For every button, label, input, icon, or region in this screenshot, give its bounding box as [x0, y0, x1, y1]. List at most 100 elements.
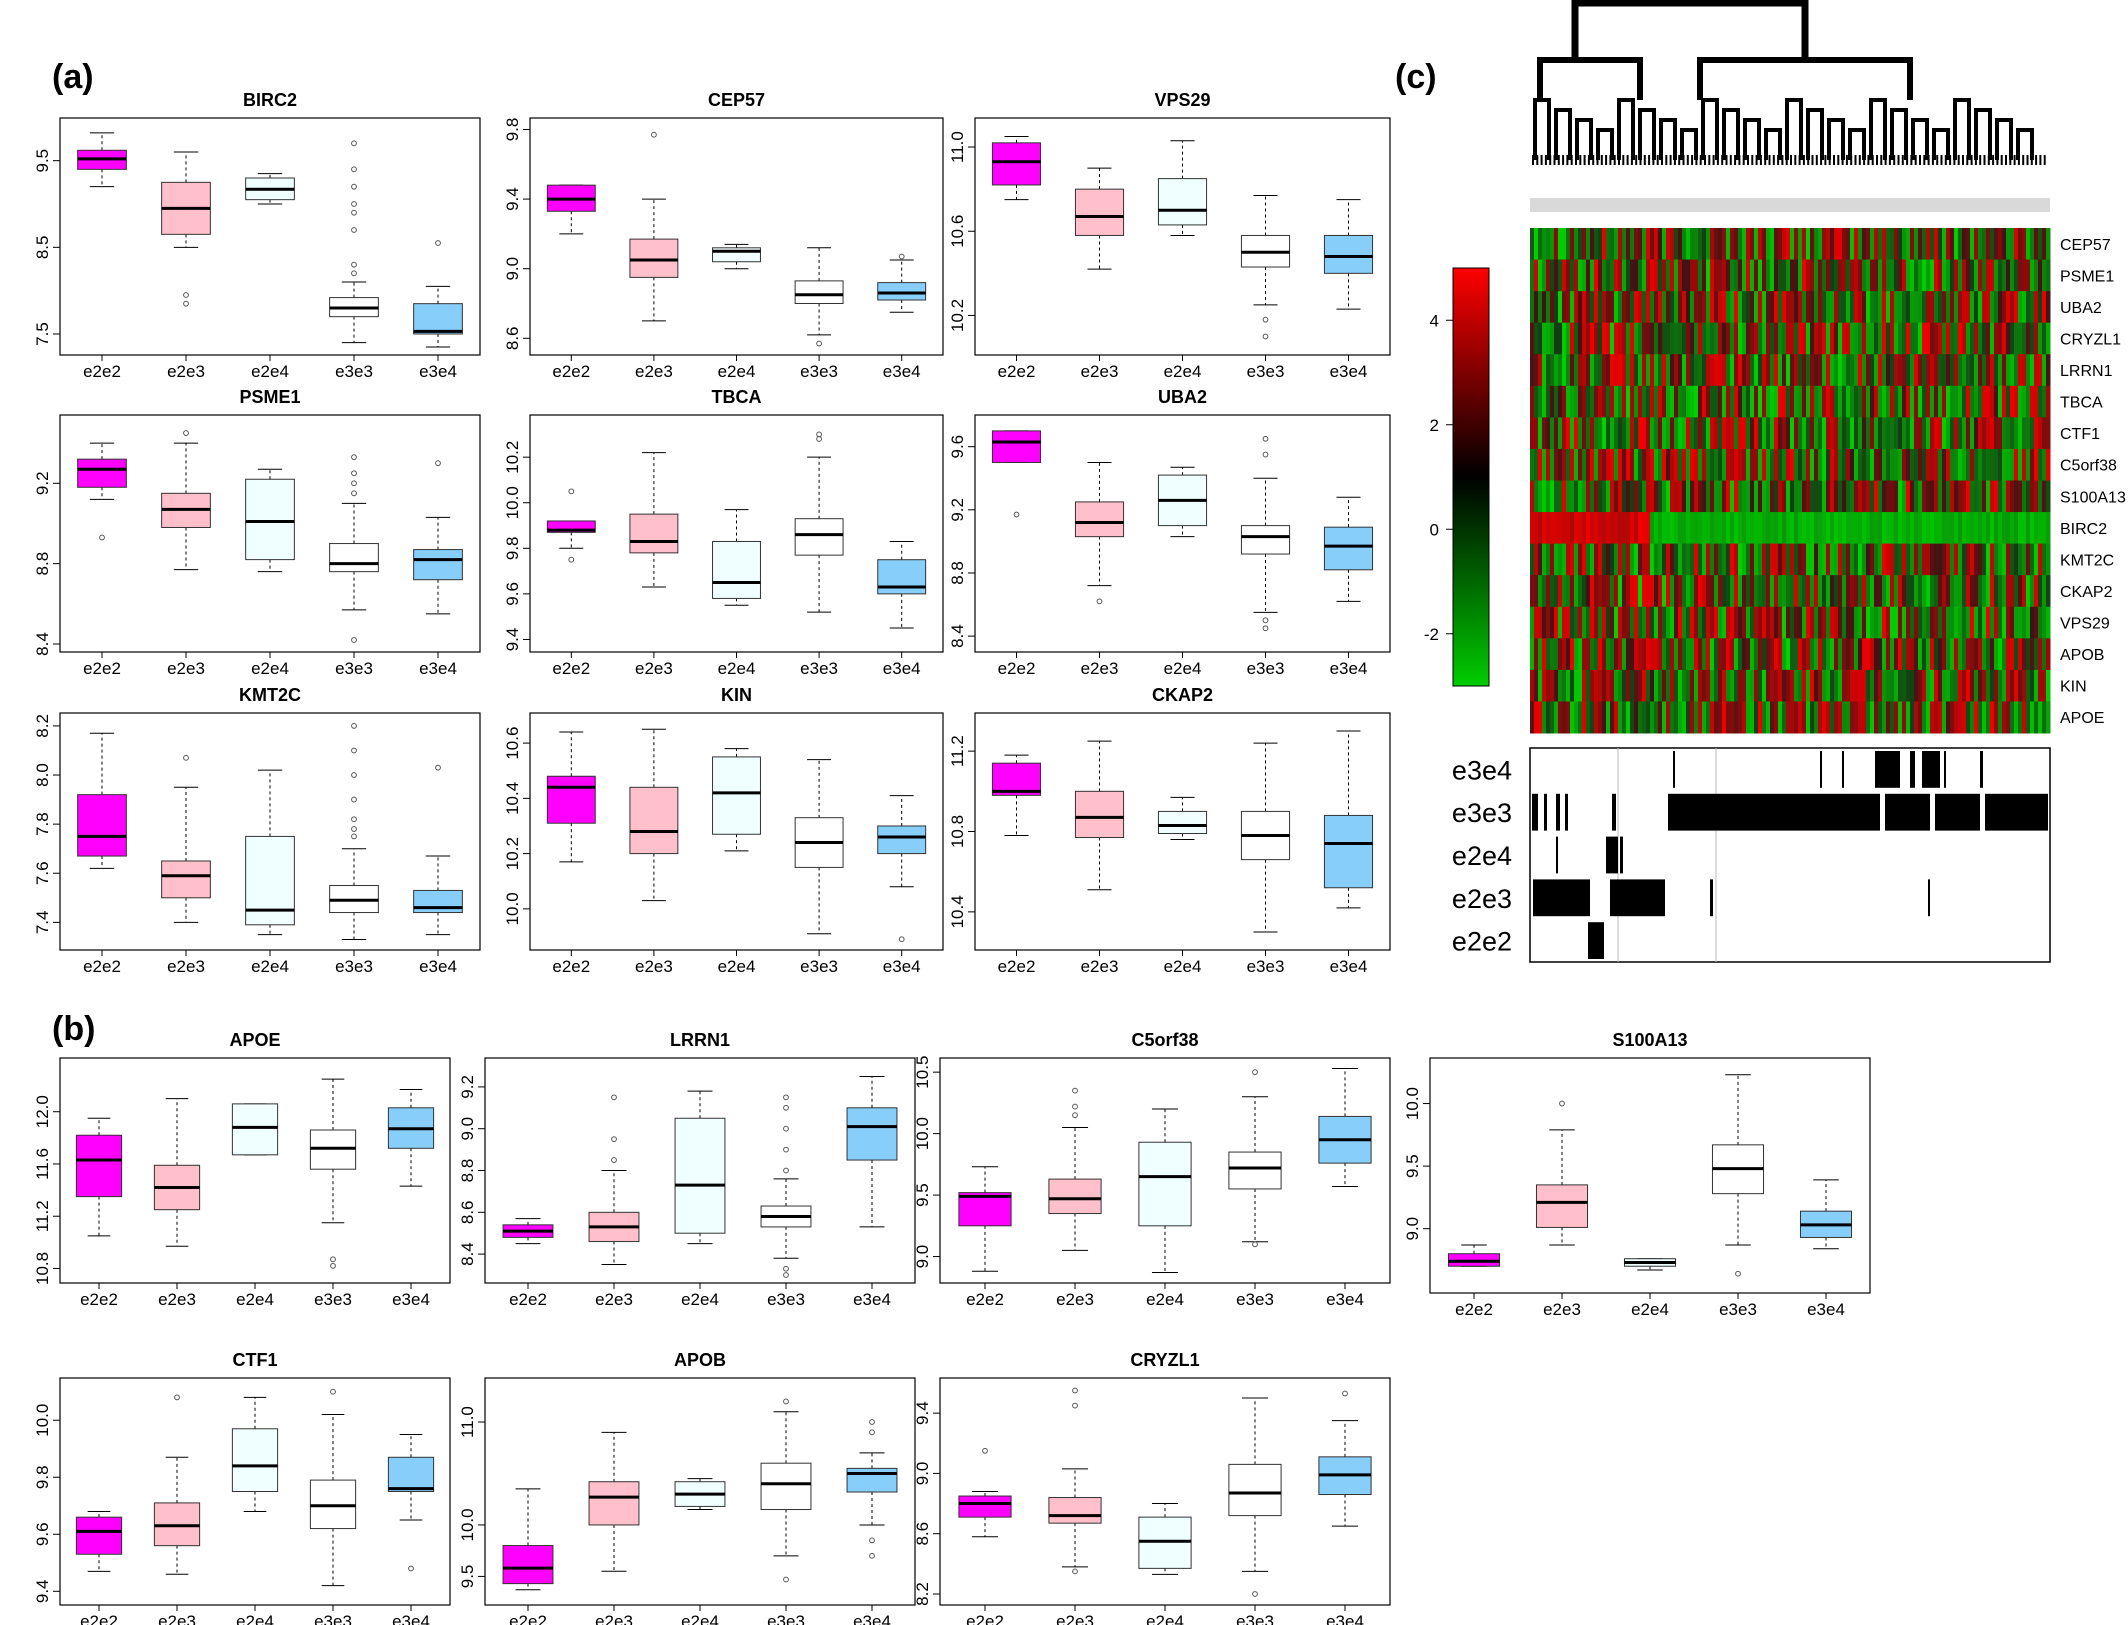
heatmap-cell — [1966, 669, 1971, 702]
heatmap-cell — [1726, 480, 1731, 513]
heatmap-cell — [1534, 701, 1539, 734]
heatmap-cell — [1926, 228, 1931, 261]
heatmap-cell — [1902, 291, 1907, 324]
y-tick-label: 9.8 — [503, 118, 522, 142]
heatmap-cell — [1902, 512, 1907, 545]
heatmap-cell — [2030, 701, 2035, 734]
heatmap-cell — [1622, 669, 1627, 702]
heatmap-cell — [1894, 228, 1899, 261]
heatmap-cell — [1958, 480, 1963, 513]
heatmap-cell — [1578, 543, 1583, 576]
heatmap-cell — [1898, 638, 1903, 671]
heatmap-cell — [2022, 512, 2027, 545]
heatmap-cell — [1794, 701, 1799, 734]
heatmap-cell — [1606, 259, 1611, 292]
box-iqr — [629, 786, 679, 855]
heatmap-cell — [1802, 638, 1807, 671]
heatmap-cell — [1642, 354, 1647, 387]
heatmap-cell — [1602, 228, 1607, 261]
heatmap-cell — [1934, 228, 1939, 261]
heatmap-cell — [1914, 543, 1919, 576]
heatmap-cell — [1730, 669, 1735, 702]
heatmap-cell — [1734, 669, 1739, 702]
outlier-point — [330, 1256, 336, 1263]
heatmap-cell — [1670, 291, 1675, 324]
heatmap-cell — [1878, 228, 1883, 261]
heatmap-cell — [1546, 543, 1551, 576]
heatmap-cell — [1970, 543, 1975, 576]
heatmap-cell — [1550, 638, 1555, 671]
heatmap-cell — [1918, 354, 1923, 387]
heatmap-cell — [1758, 417, 1763, 450]
heatmap-cell — [1686, 575, 1691, 608]
heatmap-cell — [1570, 385, 1575, 418]
heatmap-cell — [1986, 638, 1991, 671]
heatmap-cell — [1862, 322, 1867, 355]
heatmap-cell — [1554, 322, 1559, 355]
plot-title: APOB — [674, 1350, 726, 1370]
heatmap-cell — [1822, 354, 1827, 387]
heatmap-cell — [1566, 354, 1571, 387]
heatmap-cell — [2030, 669, 2035, 702]
heatmap-cell — [1890, 228, 1895, 261]
heatmap-cell — [1638, 259, 1643, 292]
heatmap-cell — [1842, 448, 1847, 481]
heatmap-cell — [2010, 606, 2015, 639]
heatmap-cell — [1802, 228, 1807, 261]
heatmap-cell — [1834, 480, 1839, 513]
heatmap-cell — [1782, 669, 1787, 702]
heatmap-cell — [1822, 228, 1827, 261]
heatmap-cell — [1650, 322, 1655, 355]
heatmap-cell — [1622, 575, 1627, 608]
heatmap-cell — [1818, 606, 1823, 639]
heatmap-cell — [1782, 606, 1787, 639]
heatmap-cell — [1718, 448, 1723, 481]
heatmap-cell — [1766, 322, 1771, 355]
heatmap-cell — [1790, 606, 1795, 639]
heatmap-cell — [1982, 512, 1987, 545]
heatmap-cell — [1882, 669, 1887, 702]
heatmap-cell — [1742, 543, 1747, 576]
heatmap-cell — [1886, 480, 1891, 513]
heatmap-cell — [1878, 354, 1883, 387]
heatmap-cell — [1922, 669, 1927, 702]
heatmap-cell — [2038, 448, 2043, 481]
heatmap-cell — [1718, 480, 1723, 513]
heatmap-cell — [1902, 448, 1907, 481]
heatmap-cell — [1830, 575, 1835, 608]
heatmap-cell — [1854, 417, 1859, 450]
heatmap-row-label: CTF1 — [2060, 426, 2100, 443]
heatmap-cell — [2014, 512, 2019, 545]
heatmap-cell — [1874, 701, 1879, 734]
genotype-mark — [1820, 751, 1822, 788]
heatmap-cell — [2038, 669, 2043, 702]
box-iqr — [245, 478, 295, 561]
heatmap-cell — [1530, 606, 1535, 639]
heatmap-cell — [1566, 228, 1571, 261]
outlier-point — [99, 534, 105, 541]
heatmap-cell — [1790, 291, 1795, 324]
box-iqr — [1240, 525, 1291, 555]
heatmap-cell — [1706, 480, 1711, 513]
heatmap-cell — [1886, 259, 1891, 292]
x-tick-label: e2e4 — [1164, 362, 1202, 381]
y-tick-label: 10.0 — [503, 486, 522, 519]
heatmap-cell — [1874, 543, 1879, 576]
box-e2e4: e2e4 — [245, 769, 295, 976]
heatmap-cell — [1846, 385, 1851, 418]
heatmap-cell — [2046, 638, 2051, 671]
heatmap-cell — [1582, 322, 1587, 355]
heatmap-cell — [1666, 701, 1671, 734]
heatmap-cell — [1714, 259, 1719, 292]
heatmap-cell — [1978, 322, 1983, 355]
heatmap-cell — [1746, 291, 1751, 324]
heatmap-cell — [1910, 575, 1915, 608]
heatmap-cell — [1790, 575, 1795, 608]
heatmap-cell — [1850, 669, 1855, 702]
genotype-mark — [1985, 793, 2048, 831]
dendrogram-branch — [1953, 98, 1971, 160]
box-e3e4: e3e4 — [387, 1089, 435, 1309]
heatmap-cell — [2018, 606, 2023, 639]
heatmap-cell — [1574, 448, 1579, 481]
